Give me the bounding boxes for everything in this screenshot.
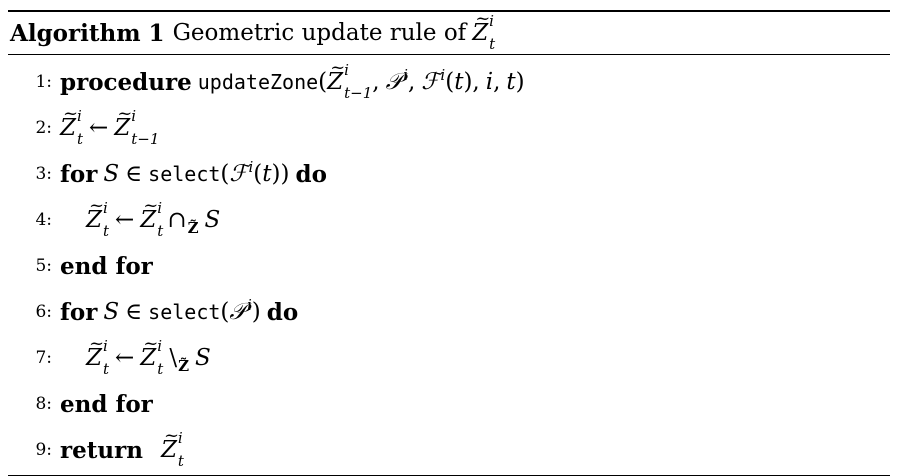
caption-text: Geometric update rule of — [172, 20, 467, 46]
difference-expression: Z ~ i t ← Z ~ i t \Z̃ S — [86, 333, 211, 378]
assignment-expression: Z ~ i t ← Z ~ i t−1 — [60, 103, 160, 148]
line-number: 3: — [35, 164, 52, 184]
algorithm-line-4: 4: Z ~ i t ← Z ~ i t ∩Z̃ S — [8, 195, 890, 243]
line-number: 1: — [35, 72, 52, 92]
algorithm-line-1: 1: procedure updateZone (Z ~ i t−1, 𝒫i, ℱi(t)… — [8, 57, 890, 105]
line-number: 7: — [35, 348, 52, 368]
algorithm-line-3: 3: for S ∈ select (ℱi(t)) do — [8, 151, 890, 197]
line-number: 9: — [35, 440, 52, 460]
algorithm-caption: Algorithm 1 Geometric update rule of Z ~ … — [8, 8, 890, 54]
line-number: 4: — [35, 210, 52, 230]
algorithm-line-8: 8: end for — [8, 381, 890, 427]
intersection-expression: Z ~ i t ← Z ~ i t ∩Z̃ S — [86, 195, 221, 240]
line-number: 2: — [35, 118, 52, 138]
procedure-arguments: (Z ~ i t−1, 𝒫i, ℱi(t), i, t) — [318, 57, 525, 102]
keyword-for: for — [60, 298, 98, 326]
loop-argument: (ℱi(t)) — [220, 158, 290, 187]
algorithm-line-7: 7: Z ~ i t ← Z ~ i t \Z̃ S — [8, 333, 890, 381]
function-name: select — [148, 300, 221, 324]
line-number: 5: — [35, 256, 52, 276]
keyword-procedure: procedure — [60, 68, 192, 96]
keyword-do: do — [266, 298, 299, 326]
function-name: updateZone — [197, 70, 319, 94]
algorithm-line-5: 5: end for — [8, 243, 890, 289]
algorithm-line-2: 2: Z ~ i t ← Z ~ i t−1 — [8, 103, 890, 151]
keyword-for: for — [60, 160, 98, 188]
caption-label: Algorithm 1 — [10, 19, 165, 47]
algorithm-block: Algorithm 1 Geometric update rule of Z ~ … — [8, 8, 890, 476]
loop-argument: (𝒫i) — [220, 296, 261, 325]
algorithm-line-6: 6: for S ∈ select (𝒫i) do — [8, 289, 890, 335]
top-rule — [8, 10, 890, 12]
keyword-do: do — [295, 160, 327, 188]
line-number: 8: — [35, 394, 52, 414]
algorithm-lines: 1: procedure updateZone (Z ~ i t−1, 𝒫i, ℱi(t)… — [8, 55, 890, 475]
return-value: Z ~ i t — [160, 425, 184, 470]
loop-expression: S ∈ — [103, 299, 143, 325]
keyword-end-for: end for — [60, 390, 153, 418]
line-number: 6: — [35, 302, 52, 322]
algorithm-line-9: 9: return Z ~ i t — [8, 425, 890, 473]
function-name: select — [148, 162, 221, 186]
caption-rule — [8, 54, 890, 55]
loop-expression: S ∈ — [103, 161, 143, 187]
keyword-end-for: end for — [60, 252, 153, 280]
keyword-return: return — [60, 436, 143, 464]
